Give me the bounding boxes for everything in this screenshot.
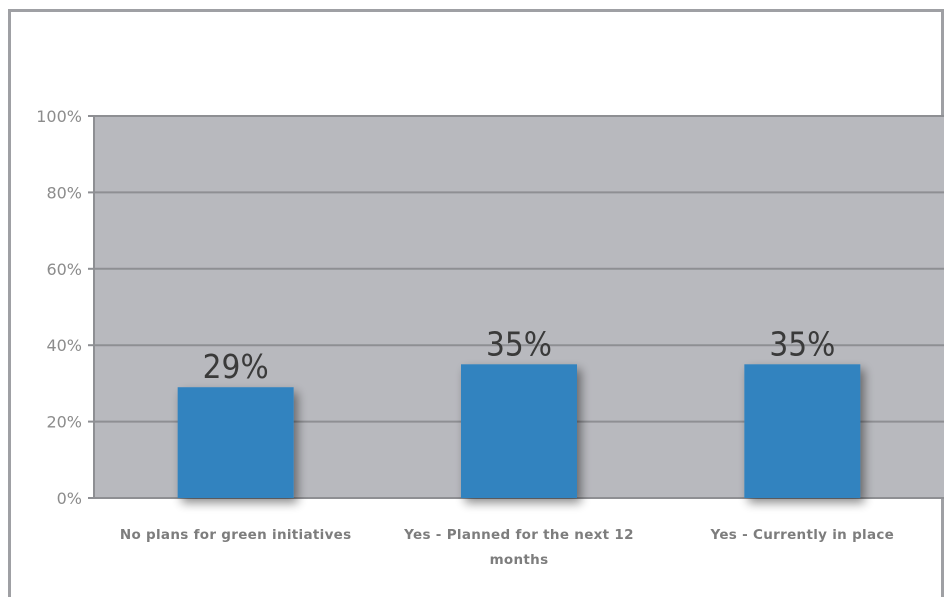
x-category-label: No plans for green initiatives bbox=[120, 527, 352, 543]
y-tick-label: 20% bbox=[46, 413, 82, 432]
x-category-label: months bbox=[490, 552, 549, 568]
bar-value-label: 35% bbox=[486, 324, 552, 363]
y-tick-label: 80% bbox=[46, 183, 82, 202]
bar bbox=[177, 387, 294, 498]
y-tick-label: 60% bbox=[46, 260, 82, 279]
y-tick-label: 40% bbox=[46, 336, 82, 355]
y-tick-label: 100% bbox=[36, 107, 82, 126]
bar bbox=[461, 364, 577, 498]
bar bbox=[744, 364, 861, 498]
y-tick-label: 0% bbox=[57, 489, 82, 508]
bar-value-label: 35% bbox=[769, 324, 835, 363]
x-category-label: Yes - Currently in place bbox=[710, 527, 895, 543]
x-category-label: Yes - Planned for the next 12 bbox=[403, 527, 634, 543]
bar-value-label: 29% bbox=[203, 347, 269, 386]
